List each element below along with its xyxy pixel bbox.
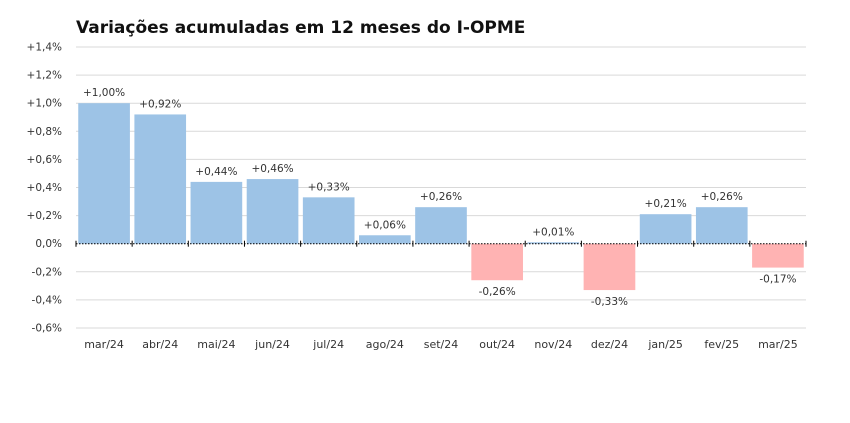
chart-title: Variações acumuladas em 12 meses do I-OP… — [76, 18, 526, 38]
data-label: -0,26% — [479, 286, 516, 298]
y-tick-label: +0,8% — [27, 126, 62, 138]
x-category-label: ago/24 — [366, 338, 404, 351]
y-tick-label: 0,0% — [35, 238, 62, 250]
y-tick-label: -0,2% — [32, 266, 62, 278]
x-category-label: mar/24 — [84, 338, 124, 351]
bar-mar/24 — [78, 103, 130, 244]
bar-mar/25 — [752, 243, 804, 268]
bar-fev/25 — [695, 207, 748, 244]
zero-axis — [75, 240, 807, 247]
x-category-label: nov/24 — [534, 338, 572, 351]
y-axis-tick-labels: +1,4% +1,2% +1,0% +0,8% +0,6% +0,4% +0,2% 0,0% -… — [27, 42, 63, 335]
data-label: +0,46% — [251, 163, 293, 175]
bar-jan/25 — [639, 214, 692, 244]
data-labels: +1,00% +0,92% +0,44% +0,46% +0,33% +0,06% +0,2… — [83, 87, 797, 308]
bar-dez/24 — [583, 243, 636, 291]
bar-jun/24 — [246, 179, 299, 244]
bar-nov/24 — [527, 242, 580, 244]
x-category-label: jul/24 — [312, 338, 344, 351]
x-category-label: mar/25 — [758, 338, 798, 351]
data-label: +0,44% — [195, 166, 237, 178]
x-category-label: set/24 — [424, 338, 459, 351]
bar-jul/24 — [302, 197, 355, 244]
data-label: +0,33% — [308, 181, 350, 193]
y-tick-label: +0,4% — [27, 182, 62, 194]
y-tick-label: +1,0% — [27, 98, 62, 110]
x-category-label: fev/25 — [704, 338, 739, 351]
bar-ago/24 — [359, 235, 411, 244]
y-tick-label: +1,2% — [27, 70, 62, 82]
data-label: -0,17% — [759, 274, 796, 286]
x-category-label: jan/25 — [647, 338, 682, 351]
y-tick-label: +1,4% — [27, 42, 62, 54]
x-category-label: out/24 — [479, 338, 515, 351]
bars — [78, 103, 804, 291]
data-label: +0,01% — [532, 226, 574, 238]
y-tick-label: +0,6% — [27, 154, 62, 166]
data-label: +0,21% — [645, 198, 687, 210]
bar-out/24 — [471, 243, 523, 281]
bar-abr/24 — [134, 114, 187, 244]
y-tick-label: +0,2% — [27, 210, 62, 222]
x-category-label: dez/24 — [591, 338, 628, 351]
data-label: +0,26% — [420, 191, 462, 203]
y-tick-label: -0,4% — [32, 294, 62, 306]
x-category-label: abr/24 — [142, 338, 178, 351]
x-category-label: mai/24 — [197, 338, 235, 351]
bar-set/24 — [415, 207, 467, 244]
data-label: +1,00% — [83, 87, 125, 99]
data-label: +0,26% — [701, 191, 743, 203]
data-label: +0,92% — [139, 98, 181, 110]
bar-mai/24 — [190, 181, 243, 244]
y-tick-label: -0,6% — [32, 323, 62, 335]
x-category-label: jun/24 — [254, 338, 290, 351]
x-axis-category-labels: mar/24 abr/24 mai/24 jun/24 jul/24 ago/24 set/… — [84, 338, 798, 351]
data-label: +0,06% — [364, 219, 406, 231]
data-label: -0,33% — [591, 296, 628, 308]
